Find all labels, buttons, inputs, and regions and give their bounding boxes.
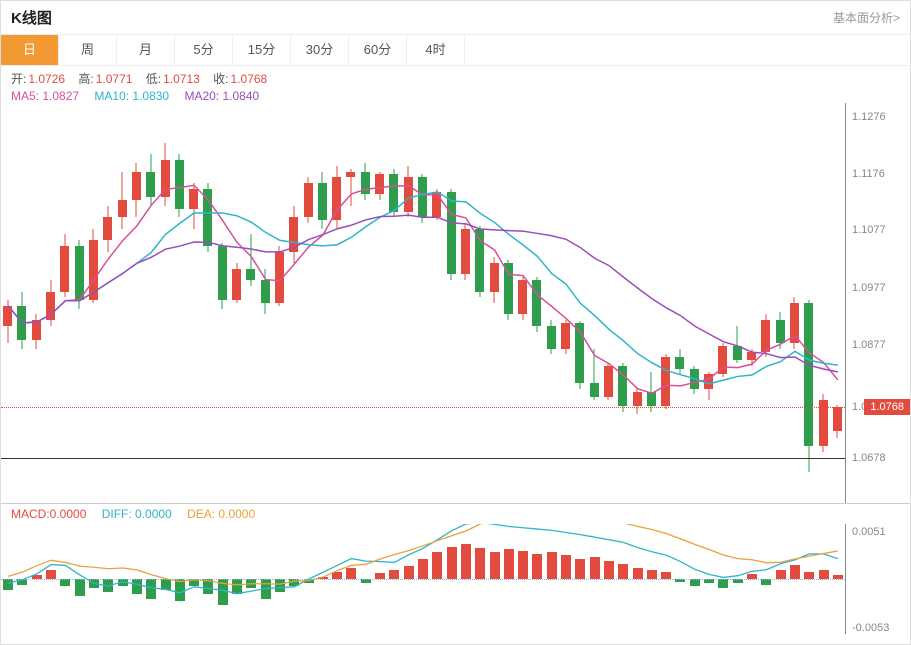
chart-title: K线图 (11, 7, 52, 28)
macd-chart[interactable]: 0.0051 -0.0053 (1, 524, 910, 634)
ma5-label: MA5: 1.0827 (11, 89, 79, 103)
high-value: 1.0771 (96, 72, 133, 86)
macd-y-axis: 0.0051 -0.0053 (845, 524, 910, 634)
main-chart[interactable]: 1.1276 1.1176 1.1077 1.0977 1.0877 1.0768 1.06… (1, 103, 910, 503)
tab-30分[interactable]: 30分 (291, 35, 349, 65)
y-tick: 1.0877 (852, 339, 886, 351)
macd-label: MACD:0.0000 (11, 507, 86, 521)
tab-15分[interactable]: 15分 (233, 35, 291, 65)
kline-container: K线图 基本面分析> 日周月5分15分30分60分4时 开:1.0726 高:1… (0, 0, 911, 645)
ohlc-line: 开:1.0726 高:1.0771 低:1.0713 收:1.0768 (11, 70, 900, 87)
low-label: 低: (146, 72, 161, 86)
y-tick: 1.0977 (852, 282, 886, 294)
macd-y-tick: 0.0051 (852, 526, 886, 538)
timeframe-tabs: 日周月5分15分30分60分4时 (1, 35, 910, 66)
dea-label: DEA: 0.0000 (187, 507, 255, 521)
macd-y-tick: -0.0053 (852, 622, 889, 634)
close-value: 1.0768 (231, 72, 268, 86)
current-price-badge: 1.0768 (864, 399, 910, 415)
tab-5分[interactable]: 5分 (175, 35, 233, 65)
tab-月[interactable]: 月 (117, 35, 175, 65)
open-label: 开: (11, 72, 26, 86)
fundamental-analysis-link[interactable]: 基本面分析> (833, 9, 900, 26)
tab-4时[interactable]: 4时 (407, 35, 465, 65)
high-label: 高: (78, 72, 93, 86)
y-tick: 1.1176 (852, 168, 885, 180)
ma10-label: MA10: 1.0830 (94, 89, 169, 103)
header: K线图 基本面分析> (1, 1, 910, 35)
close-label: 收: (213, 72, 228, 86)
y-tick: 1.0678 (852, 452, 886, 464)
chart-area[interactable]: 1.1276 1.1176 1.1077 1.0977 1.0877 1.0768 1.06… (1, 103, 910, 634)
y-tick: 1.1077 (852, 224, 886, 236)
tab-周[interactable]: 周 (59, 35, 117, 65)
info-bar: 开:1.0726 高:1.0771 低:1.0713 收:1.0768 MA5:… (1, 66, 910, 103)
ma20-label: MA20: 1.0840 (184, 89, 259, 103)
diff-label: DIFF: 0.0000 (102, 507, 172, 521)
tab-日[interactable]: 日 (1, 35, 59, 65)
ma-line: MA5: 1.0827 MA10: 1.0830 MA20: 1.0840 (11, 89, 900, 103)
open-value: 1.0726 (28, 72, 65, 86)
macd-header: MACD:0.0000 DIFF: 0.0000 DEA: 0.0000 (1, 503, 910, 524)
tab-60分[interactable]: 60分 (349, 35, 407, 65)
y-tick: 1.1276 (852, 111, 886, 123)
ma20-line (1, 103, 845, 503)
y-axis: 1.1276 1.1176 1.1077 1.0977 1.0877 1.0768 1.06… (845, 103, 910, 503)
low-value: 1.0713 (163, 72, 200, 86)
